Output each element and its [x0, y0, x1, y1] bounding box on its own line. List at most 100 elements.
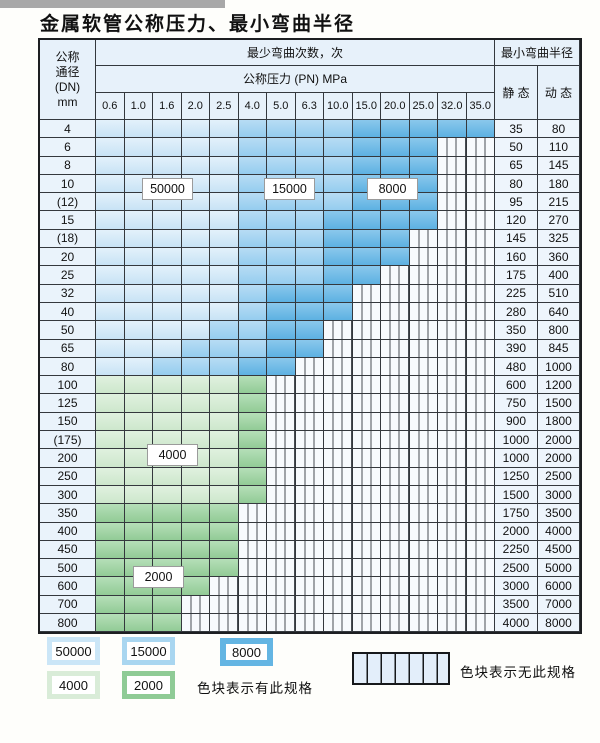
spec-cell — [181, 394, 210, 413]
spec-cell — [238, 266, 267, 285]
no-spec-cell — [466, 229, 495, 249]
spec-cell — [210, 266, 239, 285]
legend-chip-label: 4000 — [52, 676, 95, 694]
no-spec-cell — [438, 412, 467, 432]
spec-cell — [238, 431, 267, 450]
spec-cell — [153, 138, 182, 157]
zone-label-15000: 15000 — [264, 178, 315, 200]
no-spec-cell — [438, 193, 467, 212]
spec-cell — [96, 449, 125, 468]
no-spec-cell — [181, 614, 210, 633]
dynamic-value-cell: 2500 — [538, 467, 580, 486]
spec-cell — [181, 376, 210, 395]
spec-cell — [409, 211, 438, 230]
spec-cell — [96, 248, 125, 267]
min-bend-radius-header: 最小弯曲半径 — [495, 40, 580, 66]
no-spec-cell — [324, 357, 353, 377]
no-spec-cell — [267, 540, 296, 560]
spec-cell — [210, 302, 239, 322]
dynamic-value-cell: 845 — [538, 339, 580, 358]
no-spec-cell — [267, 467, 296, 486]
no-spec-cell — [466, 449, 495, 468]
dn-cell: 6 — [40, 138, 96, 157]
spec-cell — [295, 339, 324, 358]
static-value-cell: 50 — [495, 138, 538, 157]
no-spec-cell — [352, 485, 381, 505]
no-spec-cell — [324, 540, 353, 560]
dynamic-value-cell: 325 — [538, 229, 580, 249]
no-spec-cell — [409, 540, 438, 560]
spec-cell — [381, 229, 410, 249]
spec-cell — [124, 412, 153, 432]
spec-cell — [238, 120, 267, 139]
no-spec-cell — [381, 394, 410, 413]
spec-cell — [124, 467, 153, 486]
no-spec-cell — [438, 156, 467, 175]
spec-cell — [181, 357, 210, 377]
spec-cell — [96, 376, 125, 395]
spec-cell — [210, 431, 239, 450]
spec-cell — [96, 156, 125, 175]
dynamic-value-cell: 800 — [538, 321, 580, 340]
spec-cell — [153, 467, 182, 486]
top-gray-bar — [0, 0, 225, 8]
no-spec-cell — [352, 577, 381, 596]
spec-cell — [238, 485, 267, 505]
no-spec-cell — [238, 559, 267, 578]
no-spec-cell — [466, 485, 495, 505]
spec-cell — [96, 174, 125, 194]
spec-cell — [210, 248, 239, 267]
no-spec-cell — [352, 614, 381, 633]
spec-cell — [267, 211, 296, 230]
no-spec-cell — [438, 467, 467, 486]
dynamic-value-cell: 180 — [538, 174, 580, 194]
spec-cell — [153, 595, 182, 615]
spec-cell — [153, 302, 182, 322]
no-spec-cell — [409, 412, 438, 432]
spec-cell — [238, 229, 267, 249]
page-title: 金属软管公称压力、最小弯曲半径 — [40, 13, 356, 35]
pressure-col-header: 2.5 — [210, 93, 239, 120]
spec-cell — [210, 284, 239, 303]
spec-cell — [153, 321, 182, 340]
spec-cell — [124, 595, 153, 615]
static-value-cell: 2500 — [495, 559, 538, 578]
spec-cell — [124, 248, 153, 267]
spec-cell — [238, 284, 267, 303]
pressure-col-header: 6.3 — [295, 93, 324, 120]
spec-cell — [324, 174, 353, 194]
spec-cell — [96, 540, 125, 560]
no-spec-cell — [381, 595, 410, 615]
static-value-cell: 4000 — [495, 614, 538, 633]
static-value-cell: 600 — [495, 376, 538, 395]
no-spec-cell — [210, 595, 239, 615]
spec-cell — [124, 229, 153, 249]
spec-cell — [153, 522, 182, 541]
spec-cell — [324, 211, 353, 230]
static-value-cell: 750 — [495, 394, 538, 413]
spec-cell — [210, 174, 239, 194]
spec-cell — [124, 156, 153, 175]
spec-cell — [96, 595, 125, 615]
spec-cell — [153, 614, 182, 633]
no-spec-cell — [409, 266, 438, 285]
pressure-col-header: 1.0 — [124, 93, 153, 120]
spec-cell — [181, 229, 210, 249]
bend-cycles-header: 最少弯曲次数，次 — [96, 40, 495, 66]
no-spec-cell — [352, 467, 381, 486]
dn-cell: 65 — [40, 339, 96, 358]
spec-cell — [96, 467, 125, 486]
no-spec-cell — [466, 193, 495, 212]
spec-cell — [96, 321, 125, 340]
dynamic-value-cell: 3000 — [538, 485, 580, 505]
spec-cell — [181, 266, 210, 285]
spec-cell — [352, 156, 381, 175]
dn-cell: 8 — [40, 156, 96, 175]
no-spec-cell — [324, 504, 353, 523]
dynamic-value-cell: 640 — [538, 302, 580, 322]
spec-cell — [295, 302, 324, 322]
no-spec-cell — [295, 504, 324, 523]
dn-header-line: 通径 — [55, 65, 80, 79]
spec-cell — [210, 357, 239, 377]
dn-cell: (12) — [40, 193, 96, 212]
